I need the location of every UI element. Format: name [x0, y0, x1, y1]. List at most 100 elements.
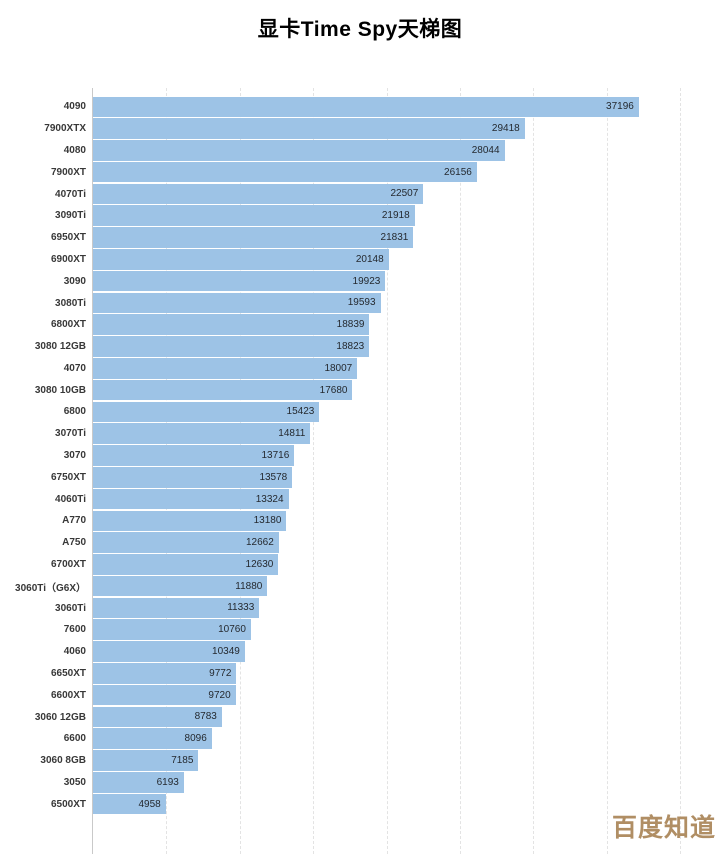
bar: 20148	[93, 249, 389, 270]
chart-row: A770 13180	[0, 510, 720, 532]
bar: 21831	[93, 227, 414, 248]
chart-row: 6600XT 9720	[0, 684, 720, 706]
gridline-25000	[459, 88, 461, 854]
chart-row: 3090 19923	[0, 270, 720, 292]
category-label: 3060 8GB	[40, 755, 86, 767]
chart-row: 6600 8096	[0, 728, 720, 750]
category-label: 4060	[63, 646, 86, 658]
bar: 21918	[93, 205, 415, 227]
chart-row: 3080 10GB 17680	[0, 379, 720, 401]
chart-row: 3080Ti 19593	[0, 292, 720, 314]
value-label: 26156	[444, 166, 472, 178]
category-label: 6900XT	[50, 253, 86, 265]
chart-row: 6500XT 4958	[0, 793, 720, 815]
chart-row: 3050 6193	[0, 771, 720, 793]
chart-row: A750 12662	[0, 532, 720, 554]
bar: 10349	[93, 641, 245, 662]
gridline-30000	[533, 88, 535, 854]
gridline-40000	[680, 88, 681, 854]
chart-row: 3080 12GB 18823	[0, 336, 720, 358]
bar: 7185	[93, 750, 199, 771]
plot-area: 4090 37196 7900XTX 29418 4080 28044 7900XT 2615…	[0, 88, 720, 854]
watermark-baidu-zhidao: 百度知道	[611, 814, 716, 842]
category-label: 4070Ti	[55, 188, 86, 200]
bar: 10760	[93, 619, 251, 641]
gridline-20000	[386, 88, 388, 854]
y-axis-line	[92, 88, 93, 854]
bar: 28044	[93, 140, 505, 161]
chart-row: 4060 10349	[0, 641, 720, 663]
category-label: 7600	[63, 624, 86, 636]
category-label: 4080	[63, 144, 86, 156]
value-label: 13578	[259, 471, 288, 483]
value-label: 12662	[246, 537, 274, 549]
bar: 22507	[93, 183, 424, 205]
chart-row: 4080 28044	[0, 140, 720, 162]
category-label: 3070	[63, 450, 86, 462]
chart-row: 6750XT 13578	[0, 466, 720, 488]
chart-row: 3070Ti 14811	[0, 423, 720, 445]
bar: 18007	[93, 357, 358, 379]
bar: 11333	[93, 597, 260, 619]
bar: 12662	[93, 532, 279, 553]
gridline-35000	[606, 88, 608, 854]
value-label: 12630	[245, 558, 274, 570]
chart-row: 3090Ti 21918	[0, 205, 720, 227]
chart-title: 显卡Time Spy天梯图	[257, 18, 463, 41]
value-label: 18823	[336, 340, 365, 352]
value-label: 13324	[255, 493, 284, 505]
bar: 9720	[93, 684, 236, 706]
category-label: A750	[62, 537, 86, 549]
value-label: 19593	[347, 297, 376, 309]
category-label: 4070	[63, 362, 86, 374]
bar: 11880	[93, 575, 268, 597]
chart-row: 4070 18007	[0, 357, 720, 379]
bar: 14811	[93, 423, 311, 444]
bar: 13180	[93, 510, 287, 532]
bar: 6193	[93, 771, 184, 793]
chart-row: 3060Ti 11333	[0, 597, 720, 619]
category-label: 3080 12GB	[34, 341, 86, 353]
value-label: 20148	[355, 253, 384, 265]
value-label: 11880	[235, 580, 263, 592]
bar: 8783	[93, 706, 222, 728]
category-label: 3090Ti	[55, 210, 86, 222]
bar: 18823	[93, 336, 370, 357]
value-label: 17680	[319, 384, 348, 396]
category-label: 3070Ti	[55, 428, 86, 440]
chart-row: 6800 15423	[0, 401, 720, 423]
bar: 12630	[93, 554, 279, 575]
bar: 13324	[93, 488, 289, 510]
category-label: 6750XT	[50, 471, 86, 483]
bar: 17680	[93, 379, 353, 401]
bar: 37196	[93, 96, 639, 118]
category-label: 6800	[63, 406, 86, 418]
chart-row: 6700XT 12630	[0, 554, 720, 576]
value-label: 21831	[380, 232, 409, 244]
chart-row: 4060Ti 13324	[0, 488, 720, 510]
bar: 4958	[93, 793, 166, 815]
bar: 13578	[93, 466, 293, 488]
value-label: 18839	[336, 319, 365, 331]
category-label: 3050	[63, 776, 86, 788]
category-label: 6600XT	[50, 689, 86, 701]
chart-row: 6800XT 18839	[0, 314, 720, 336]
category-label: 6800XT	[50, 319, 86, 331]
chart-row: 3060 8GB 7185	[0, 750, 720, 772]
value-label: 10349	[212, 646, 240, 658]
bar: 13716	[93, 445, 295, 466]
category-label: A770	[62, 515, 86, 527]
value-label: 21918	[381, 210, 410, 222]
value-label: 9772	[209, 667, 232, 679]
value-label: 13716	[261, 449, 290, 461]
category-label: 3080 10GB	[34, 384, 86, 396]
value-label: 6193	[156, 776, 179, 788]
category-label: 6600	[63, 733, 86, 745]
chart-row: 3070 13716	[0, 445, 720, 467]
chart-row: 6900XT 20148	[0, 249, 720, 271]
gridline-15000	[313, 88, 315, 854]
value-label: 10760	[218, 624, 246, 636]
chart-row: 6950XT 21831	[0, 227, 720, 249]
category-label: 3060Ti	[55, 602, 86, 614]
value-label: 4958	[138, 798, 161, 810]
